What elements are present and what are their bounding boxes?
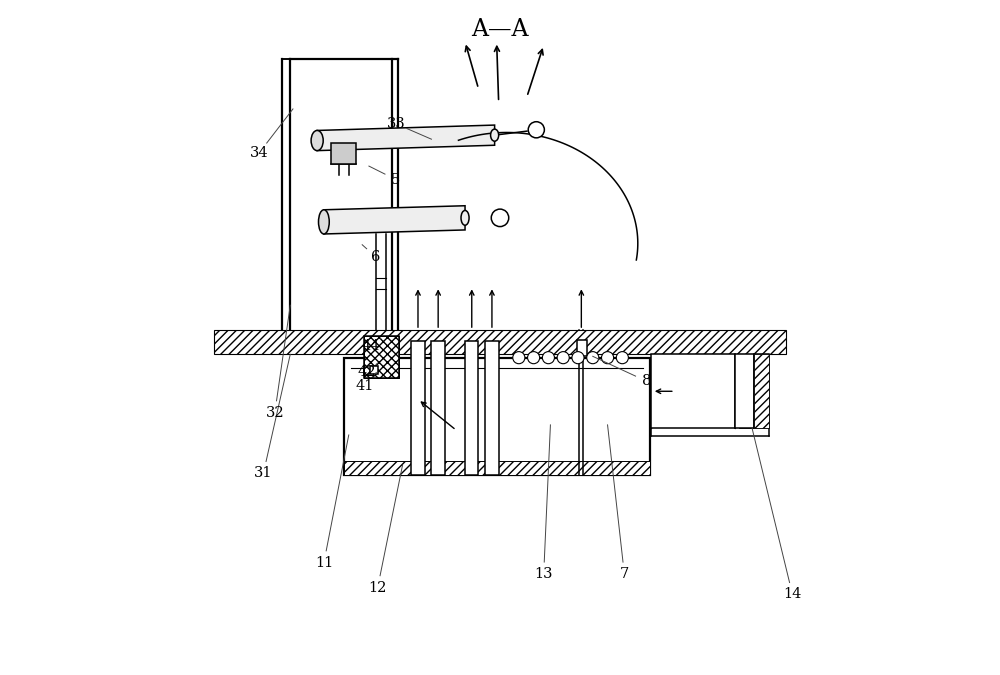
Bar bbox=[411, 341, 425, 475]
Bar bbox=[431, 341, 445, 475]
Text: 6: 6 bbox=[371, 250, 380, 264]
Circle shape bbox=[513, 352, 525, 364]
Polygon shape bbox=[324, 206, 465, 234]
Text: 32: 32 bbox=[265, 406, 284, 420]
Bar bbox=[465, 341, 478, 475]
Bar bbox=[214, 330, 786, 354]
Text: 11: 11 bbox=[315, 556, 333, 570]
Circle shape bbox=[491, 209, 509, 227]
Text: 12: 12 bbox=[368, 580, 387, 595]
Ellipse shape bbox=[461, 211, 469, 225]
Text: 7: 7 bbox=[620, 567, 629, 581]
Text: 41: 41 bbox=[355, 379, 373, 393]
Text: 34: 34 bbox=[250, 146, 269, 160]
Bar bbox=[577, 340, 587, 356]
Ellipse shape bbox=[491, 129, 499, 141]
Bar bbox=[370, 366, 378, 374]
Circle shape bbox=[602, 352, 614, 364]
Ellipse shape bbox=[318, 210, 329, 234]
Polygon shape bbox=[317, 125, 495, 151]
Text: 14: 14 bbox=[783, 587, 802, 601]
Circle shape bbox=[572, 352, 584, 364]
Bar bbox=[364, 336, 399, 378]
Text: A—A: A—A bbox=[471, 18, 529, 41]
Text: 5: 5 bbox=[391, 173, 400, 186]
Text: 31: 31 bbox=[254, 466, 273, 481]
Circle shape bbox=[557, 352, 569, 364]
Text: 42: 42 bbox=[358, 365, 376, 379]
Ellipse shape bbox=[311, 130, 323, 151]
Bar bbox=[344, 460, 650, 475]
Text: 33: 33 bbox=[386, 117, 405, 131]
Circle shape bbox=[528, 122, 544, 138]
Bar bbox=[485, 341, 499, 475]
Text: 8: 8 bbox=[642, 374, 651, 388]
Circle shape bbox=[616, 352, 628, 364]
Circle shape bbox=[528, 352, 540, 364]
Bar bbox=[651, 354, 735, 428]
Bar bbox=[735, 354, 754, 428]
Bar bbox=[344, 358, 650, 475]
Bar bbox=[754, 354, 769, 428]
Bar bbox=[754, 354, 769, 428]
Text: 44: 44 bbox=[362, 339, 380, 352]
Bar bbox=[739, 354, 753, 428]
Bar bbox=[331, 142, 356, 164]
Circle shape bbox=[542, 352, 554, 364]
Text: 13: 13 bbox=[534, 567, 553, 581]
Circle shape bbox=[587, 352, 599, 364]
Bar bbox=[364, 336, 399, 378]
